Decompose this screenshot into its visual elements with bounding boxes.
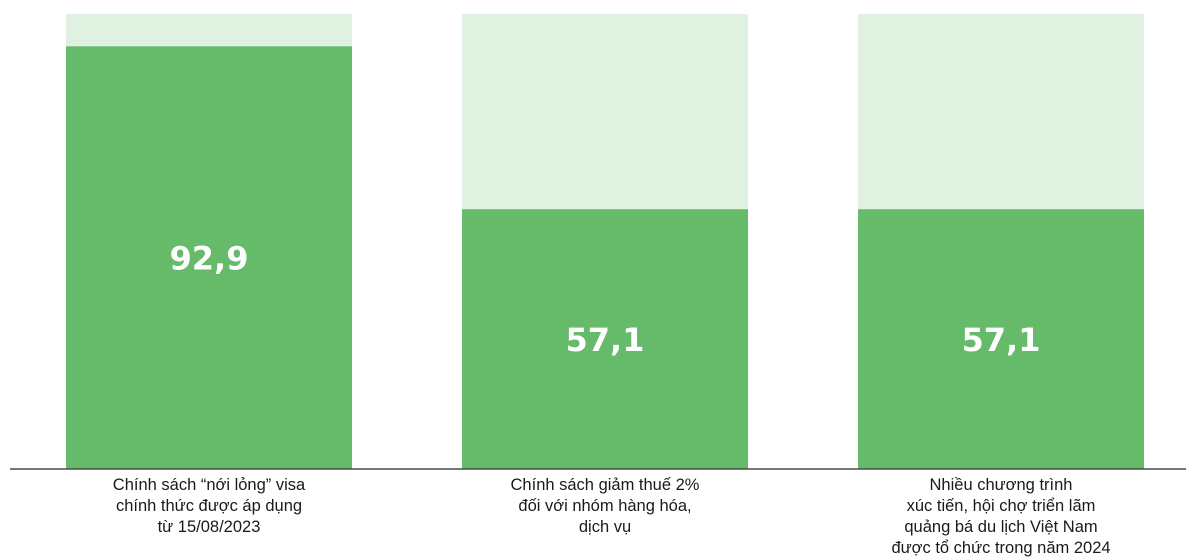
category-label-line: được tổ chức trong năm 2024 — [891, 539, 1110, 557]
category-label-line: dịch vụ — [579, 518, 631, 536]
category-label-line: Nhiều chương trình — [930, 476, 1073, 494]
bar-remainder-2 — [462, 14, 748, 210]
bar-value-label-2: 57,1 — [566, 321, 645, 359]
category-label-line: đối với nhóm hàng hóa, — [518, 497, 691, 515]
category-label-3: Nhiều chương trình xúc tiến, hội chợ triể… — [891, 476, 1110, 557]
category-label-line: chính thức được áp dụng — [116, 497, 302, 515]
category-label-line: Chính sách giảm thuế 2% — [511, 476, 700, 494]
bar-1 — [66, 46, 352, 470]
category-label-1: Chính sách “nới lỏng” visa chính thức đượ… — [113, 476, 306, 536]
bar-remainder-3 — [858, 14, 1144, 210]
category-labels-group: Chính sách “nới lỏng” visa chính thức đượ… — [113, 476, 1111, 557]
bar-3 — [858, 209, 1144, 469]
bar-value-label-1: 92,9 — [170, 240, 249, 278]
bars-group: 92,9 57,1 57,1 — [66, 14, 1144, 470]
category-label-line: xúc tiến, hội chợ triển lãm — [907, 497, 1096, 515]
bar-value-label-3: 57,1 — [962, 321, 1041, 359]
bar-2 — [462, 209, 748, 469]
category-label-line: Chính sách “nới lỏng” visa — [113, 476, 306, 494]
category-label-line: từ 15/08/2023 — [158, 518, 261, 536]
bar-remainder-1 — [66, 14, 352, 47]
category-label-2: Chính sách giảm thuế 2% đối với nhóm hàng… — [511, 476, 700, 536]
category-label-line: quảng bá du lịch Việt Nam — [904, 518, 1097, 536]
